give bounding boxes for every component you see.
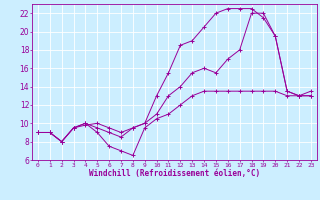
X-axis label: Windchill (Refroidissement éolien,°C): Windchill (Refroidissement éolien,°C) [89,169,260,178]
